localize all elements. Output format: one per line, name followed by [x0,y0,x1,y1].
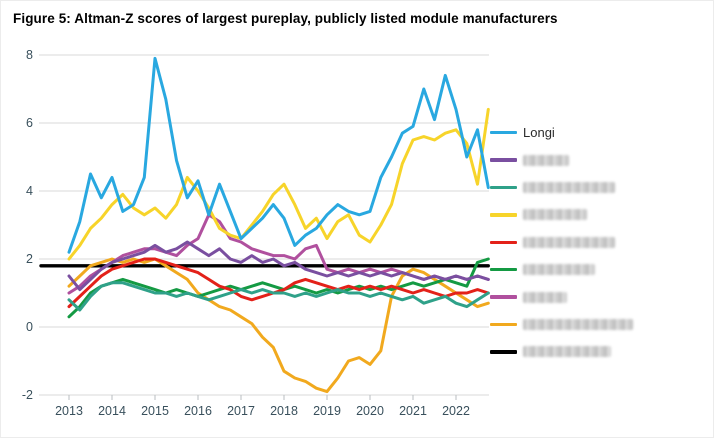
x-axis-tick-label: 2013 [55,404,83,418]
chart-title: Figure 5: Altman-Z scores of largest pur… [13,11,558,26]
series-line-unlabeled [67,257,490,319]
line-chart-svg: -2 0 2 4 6 8 2013 2014 2015 2016 2017 2018 2019 2020 2… [22,48,490,418]
legend-item-blurred-6 [490,283,710,310]
x-axis-tick-label: 2019 [313,404,341,418]
series-line-unlabeled [67,107,490,261]
legend-item-blurred-3 [490,201,710,228]
y-axis-tick-label: -2 [22,388,33,402]
legend-swatch [490,240,517,244]
legend-label-redacted [523,291,567,303]
legend-swatch [490,130,517,135]
x-axis-tick-label: 2022 [442,404,470,418]
series-line-longi [67,56,490,254]
x-axis-tick-label: 2018 [270,404,298,418]
y-axis-tick-label: 0 [26,320,33,334]
legend-item-blurred-4 [490,229,710,256]
legend-item-blurred-2 [490,174,710,201]
legend-label: Longi [523,125,555,141]
legend-item-blurred-7 [490,311,710,338]
x-axis-tick-label: 2014 [98,404,126,418]
y-axis-tick-label: 4 [26,184,33,198]
legend-label-redacted [523,181,615,193]
legend-swatch [490,158,517,162]
y-axis-tick-label: 8 [26,48,33,62]
legend-swatch [490,267,517,272]
legend-swatch [490,322,517,327]
legend-item-longi: Longi [490,119,710,146]
legend-swatch [490,185,517,190]
plot-area: -2 0 2 4 6 8 2013 2014 2015 2016 2017 2018 2019 2020 2… [11,39,497,431]
x-axis-tick-label: 2016 [184,404,212,418]
x-axis-tick-label: 2015 [141,404,169,418]
legend-item-blurred-8 [490,338,710,365]
legend-item-blurred-5 [490,256,710,283]
legend: Longi [490,119,710,366]
legend-label-redacted [523,209,587,221]
y-axis-tick-label: 2 [26,252,33,266]
legend-label-redacted [523,236,615,248]
series-line-unlabeled [67,240,490,292]
legend-label-redacted [523,154,569,166]
legend-swatch [490,350,517,354]
legend-swatch [490,213,517,217]
x-axis-tick-label: 2017 [227,404,255,418]
x-axis-tick-label: 2020 [356,404,384,418]
legend-label-redacted [523,264,595,276]
legend-label-redacted [523,318,633,330]
x-axis-tick-label: 2021 [399,404,427,418]
y-axis-tick-label: 6 [26,116,33,130]
series-line-unlabeled [67,281,490,312]
legend-item-blurred-1 [490,146,710,173]
legend-label-redacted [523,346,611,358]
series-line-unlabeled [67,257,490,309]
legend-swatch [490,295,517,299]
